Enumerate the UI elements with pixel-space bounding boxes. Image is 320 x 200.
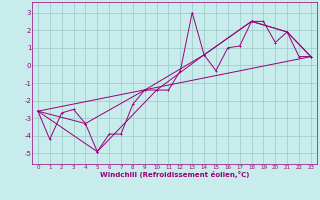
X-axis label: Windchill (Refroidissement éolien,°C): Windchill (Refroidissement éolien,°C): [100, 171, 249, 178]
